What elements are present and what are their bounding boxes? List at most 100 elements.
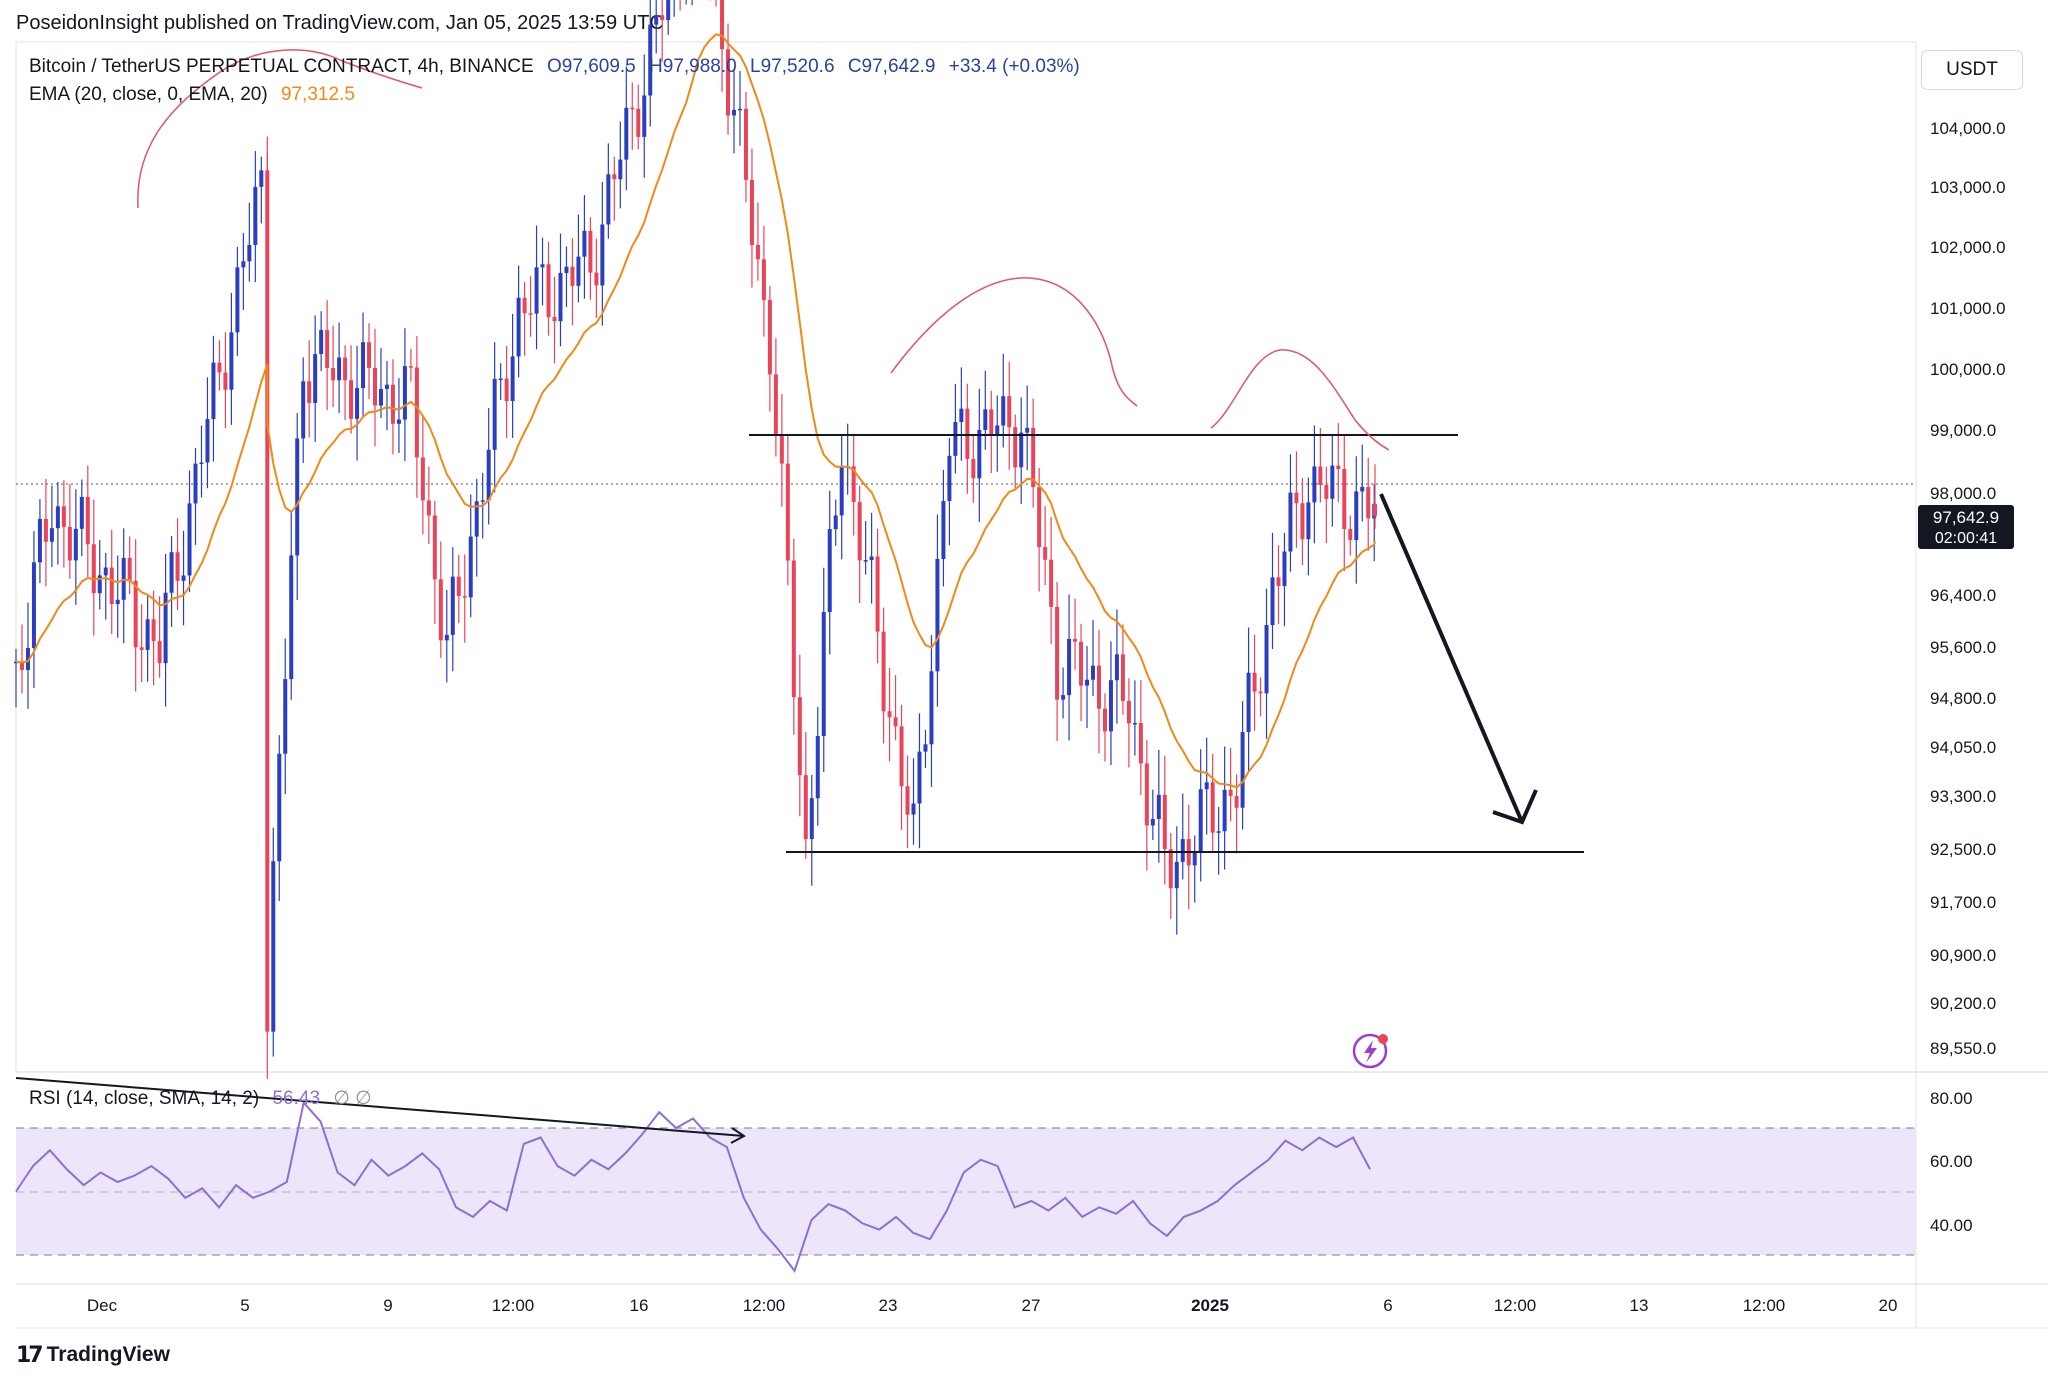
candle-body — [331, 368, 336, 381]
candle-body — [767, 300, 772, 375]
candle-body — [307, 381, 312, 403]
candle-body — [1055, 606, 1060, 700]
candle-body — [851, 466, 856, 503]
candle-body — [349, 380, 354, 419]
candle-body — [217, 362, 222, 373]
pattern-arc-right[interactable] — [1210, 349, 1390, 451]
candle-body — [504, 378, 509, 401]
time-axis[interactable]: Dec 5 9 12:00 16 12:00 23 27 2025 6 12:00 13 12:00 20 — [87, 1296, 1898, 1315]
candle-body — [151, 619, 156, 642]
price-axis[interactable]: 104,000.0 103,000.0 102,000.0 101,000.0 100,… — [1930, 119, 2006, 1058]
close-value: C97,642.9 — [847, 56, 936, 77]
candle-body — [498, 378, 503, 381]
candle-body — [642, 95, 647, 137]
candle-body — [540, 264, 545, 268]
candle-body — [163, 592, 168, 664]
candle-body — [193, 463, 198, 504]
candle-body — [576, 256, 581, 286]
candle-body — [791, 560, 796, 698]
candle-body — [869, 556, 874, 561]
candle-body — [301, 381, 306, 439]
candle-body — [361, 342, 366, 389]
candle-body — [911, 803, 916, 815]
candle-body — [546, 264, 551, 318]
symbol-title: Bitcoin / TetherUS PERPETUAL CONTRACT, 4… — [29, 56, 534, 77]
candle-body — [414, 367, 419, 458]
candle-body — [887, 711, 892, 718]
rsi-legend[interactable]: RSI (14, close, SMA, 14, 2) 56.43 ∅ ∅ — [29, 1087, 372, 1110]
pattern-arc-head[interactable] — [890, 277, 1138, 407]
candle-body — [73, 528, 78, 561]
rsi-divergence-line[interactable] — [15, 1077, 745, 1137]
candle-body — [444, 634, 449, 641]
tradingview-logo-icon: 𝟭𝟳 — [16, 1342, 44, 1367]
main-pane[interactable] — [15, 41, 1917, 1073]
candle-body — [929, 671, 934, 745]
candle-body — [1138, 723, 1143, 764]
candle-body — [456, 576, 461, 597]
time-tick-label: 12:00 — [743, 1296, 786, 1315]
candle-body — [995, 425, 1000, 436]
candle-body — [378, 388, 383, 406]
symbol-legend[interactable]: Bitcoin / TetherUS PERPETUAL CONTRACT, 4… — [29, 56, 1080, 78]
ema-legend[interactable]: EMA (20, close, 0, EMA, 20) 97,312.5 — [29, 84, 355, 106]
price-tick-label: 90,900.0 — [1930, 946, 1996, 965]
candle-body — [265, 196, 270, 1032]
rsi-tick-label: 40.00 — [1930, 1216, 1973, 1235]
candle-body — [1204, 782, 1209, 790]
candle-body — [157, 641, 162, 664]
price-tick-label: 102,000.0 — [1930, 238, 2006, 257]
candle-body — [1067, 638, 1072, 696]
candle-body — [289, 555, 294, 680]
candle-body — [319, 329, 324, 355]
rsi-label: RSI (14, close, SMA, 14, 2) — [29, 1088, 260, 1109]
time-tick-label: 23 — [879, 1296, 898, 1315]
candle-body — [630, 107, 635, 110]
candle-body — [1342, 469, 1347, 530]
candle-body — [797, 697, 802, 776]
price-tick-label: 95,600.0 — [1930, 638, 1996, 657]
candle-body — [612, 174, 617, 180]
pattern-arc-left[interactable] — [137, 49, 423, 209]
price-tick-label: 103,000.0 — [1930, 178, 2006, 197]
candle-body — [989, 409, 994, 436]
candle-body — [343, 357, 348, 381]
candle-body — [1228, 789, 1233, 797]
candle-body — [648, 24, 653, 96]
candle-body — [1348, 529, 1353, 541]
candle-body — [1373, 503, 1377, 516]
candle-body — [67, 526, 72, 561]
candle-body — [1354, 491, 1359, 541]
tradingview-logo[interactable]: 𝟭𝟳 TradingView — [16, 1342, 170, 1368]
candle-body — [803, 775, 808, 840]
time-tick-label: 27 — [1022, 1296, 1041, 1315]
candle-body — [1043, 547, 1048, 560]
currency-selector[interactable]: USDT — [1921, 50, 2023, 90]
time-tick-label: 13 — [1630, 1296, 1649, 1315]
price-tick-label: 90,200.0 — [1930, 994, 1996, 1013]
time-tick-label: 16 — [630, 1296, 649, 1315]
countdown-value: 02:00:41 — [1935, 530, 1997, 547]
candle-body — [809, 798, 814, 840]
lightning-icon[interactable] — [1352, 1033, 1388, 1069]
candle-body — [1360, 486, 1365, 492]
bearish-arrow[interactable] — [1379, 493, 1524, 823]
candle-body — [965, 408, 970, 459]
candle-body — [594, 272, 599, 286]
candle-body — [570, 266, 575, 286]
candle-body — [355, 388, 360, 419]
candle-body — [462, 596, 467, 598]
candle-body — [1294, 492, 1299, 504]
candle-body — [773, 374, 778, 437]
candle-body — [1126, 700, 1131, 724]
price-tick-label: 92,500.0 — [1930, 840, 1996, 859]
candle-body — [1162, 794, 1167, 850]
publish-info: PoseidonInsight published on TradingView… — [16, 12, 664, 34]
ema-value: 97,312.5 — [280, 84, 355, 105]
rsi-na-values: ∅ ∅ — [333, 1088, 372, 1109]
candle-body — [1079, 641, 1084, 686]
candle-body — [1318, 466, 1323, 486]
candle-body — [55, 506, 60, 529]
candle-body — [271, 861, 276, 1032]
